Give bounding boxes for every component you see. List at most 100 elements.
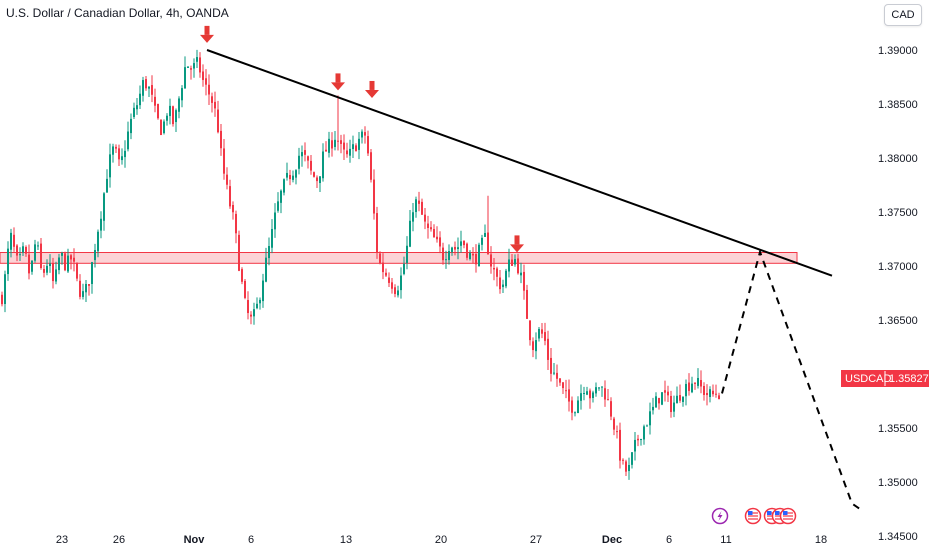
candle-body — [481, 237, 483, 245]
candle-body — [166, 115, 168, 121]
candle-body — [172, 106, 174, 125]
candle-body — [73, 257, 75, 262]
candle-body — [712, 390, 714, 395]
candle-body — [652, 406, 654, 411]
candle-body — [58, 257, 60, 271]
lightning-event-icon[interactable] — [711, 507, 729, 525]
candle-body — [340, 140, 342, 144]
candle-body — [199, 57, 201, 73]
candle-body — [406, 245, 408, 263]
candle-body — [532, 341, 534, 351]
time-axis-label: 23 — [56, 534, 68, 546]
candle-body — [523, 271, 525, 291]
candle-body — [466, 243, 468, 258]
candle-body — [676, 395, 678, 404]
candle-body — [250, 314, 252, 317]
candle-body — [97, 231, 99, 252]
candle-body — [82, 291, 84, 297]
candle-body — [184, 67, 186, 89]
supply-zone-band — [0, 252, 798, 264]
candle-body — [364, 132, 366, 136]
candle-body — [295, 170, 297, 178]
time-axis[interactable]: 23 26 Nov 6 13 20 27 Dec 6 11 18 — [56, 534, 827, 546]
candle-body — [313, 172, 315, 177]
candle-body — [88, 284, 90, 286]
candle-body — [697, 377, 699, 386]
candle-body — [331, 140, 333, 149]
us-flag-event-icon[interactable] — [744, 507, 762, 525]
candle-body — [445, 259, 447, 261]
candle-body — [289, 174, 291, 180]
candle-body — [160, 119, 162, 136]
candle-body — [76, 262, 78, 279]
candle-body — [568, 389, 570, 402]
projection-path — [721, 248, 861, 510]
time-axis-label: 13 — [340, 534, 352, 546]
candle-body — [211, 96, 213, 103]
candle-body — [169, 105, 171, 117]
candle-body — [400, 275, 402, 291]
candle-body — [28, 254, 30, 274]
candle-body — [139, 93, 141, 106]
currency-button[interactable]: CAD — [884, 4, 922, 26]
candle-body — [388, 277, 390, 283]
candle-body — [376, 213, 378, 253]
down-arrow-icon — [331, 73, 345, 91]
candle-body — [463, 240, 465, 246]
candle-body — [241, 269, 243, 282]
candle-body — [346, 150, 348, 155]
candle-body — [619, 429, 621, 461]
candle-body — [145, 79, 147, 89]
candle-body — [703, 386, 705, 395]
price-axis-label: 1.39000 — [878, 45, 918, 57]
candle-body — [613, 418, 615, 430]
candle-body — [640, 438, 642, 441]
candle-body — [187, 66, 189, 68]
candle-body — [598, 387, 600, 389]
candle-body — [334, 139, 336, 147]
candle-body — [553, 372, 555, 374]
candle-body — [667, 391, 669, 396]
candle-body — [253, 309, 255, 317]
candle-body — [274, 212, 276, 230]
candle-body — [394, 287, 396, 295]
candle-body — [352, 144, 354, 150]
candle-body — [622, 459, 624, 461]
candle-body — [301, 152, 303, 157]
annotations-layer — [200, 25, 861, 510]
candle-body — [616, 431, 618, 433]
candle-body — [664, 390, 666, 393]
candle-body — [349, 148, 351, 156]
candle-body — [490, 254, 492, 267]
candle-body — [175, 110, 177, 123]
candle-body — [433, 228, 435, 238]
candle-body — [109, 154, 111, 178]
candle-body — [280, 190, 282, 203]
price-axis-label: 1.38000 — [878, 153, 918, 165]
candle-body — [235, 213, 237, 234]
us-flag-event-icon[interactable] — [779, 507, 797, 525]
candle-body — [439, 237, 441, 247]
candle-body — [592, 392, 594, 399]
candle-body — [358, 138, 360, 150]
candle-body — [478, 244, 480, 267]
candle-body — [130, 118, 132, 134]
candle-body — [214, 101, 216, 109]
candle-body — [643, 426, 645, 440]
candle-body — [688, 382, 690, 391]
candle-body — [484, 233, 486, 237]
candle-body — [547, 338, 549, 360]
candle-body — [46, 265, 48, 273]
candle-body — [607, 399, 609, 401]
candle-body — [502, 284, 504, 288]
time-axis-label: 26 — [113, 534, 125, 546]
down-arrow-icon — [200, 25, 214, 43]
candle-body — [79, 280, 81, 297]
time-axis-label: 27 — [530, 534, 542, 546]
candle-body — [610, 401, 612, 417]
price-axis[interactable]: 1.39000 1.38500 1.38000 1.37500 1.37000 1.365… — [878, 45, 918, 543]
candle-body — [496, 268, 498, 277]
candle-body — [403, 263, 405, 274]
